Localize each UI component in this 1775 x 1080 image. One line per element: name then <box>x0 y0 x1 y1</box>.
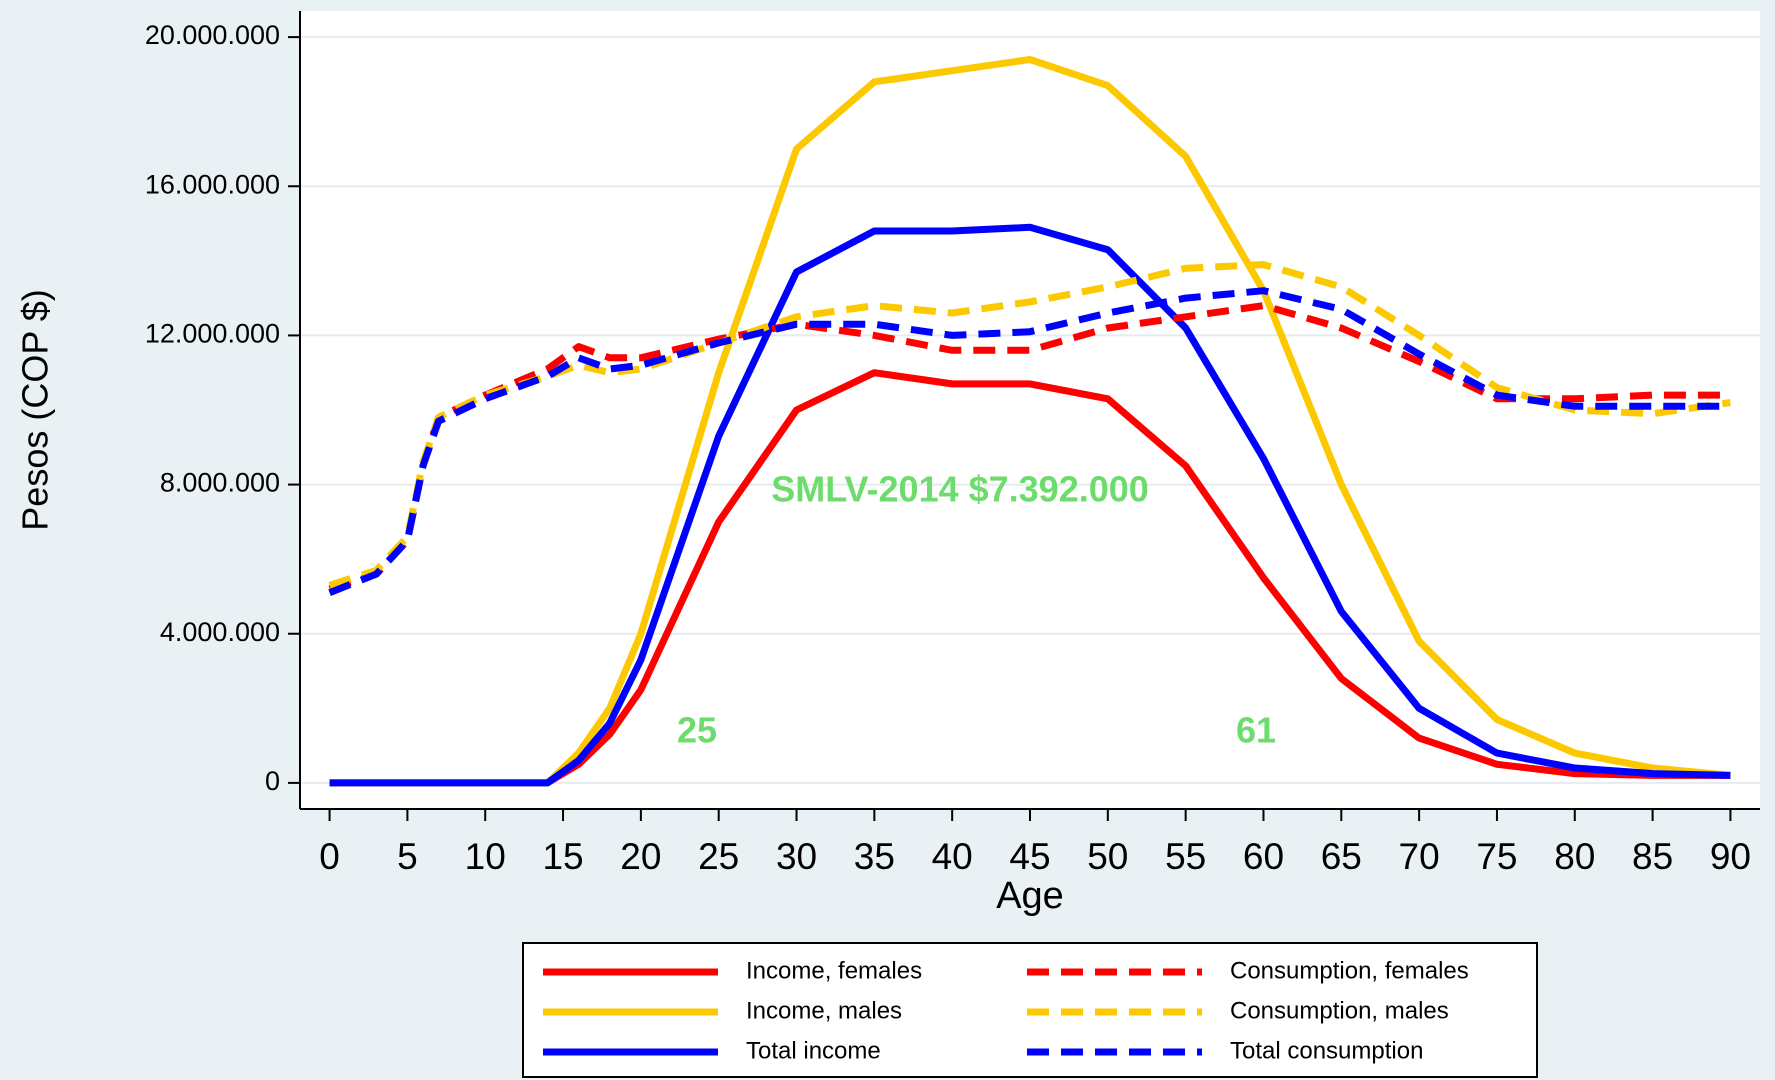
y-tick-label: 4.000.000 <box>160 617 280 647</box>
legend-label: Consumption, females <box>1230 957 1469 984</box>
x-tick-label: 65 <box>1321 836 1362 877</box>
x-tick-label: 90 <box>1710 836 1751 877</box>
x-tick-label: 15 <box>542 836 583 877</box>
y-tick-label: 0 <box>265 766 280 796</box>
x-tick-label: 50 <box>1087 836 1128 877</box>
y-axis-title: Pesos (COP $) <box>15 289 56 530</box>
y-tick-label: 8.000.000 <box>160 468 280 498</box>
x-tick-label: 40 <box>932 836 973 877</box>
legend-label: Total income <box>746 1037 881 1064</box>
legend-label: Consumption, males <box>1230 997 1449 1024</box>
annotation: 61 <box>1236 710 1276 751</box>
x-tick-label: 85 <box>1632 836 1673 877</box>
x-tick-label: 45 <box>1009 836 1050 877</box>
x-tick-label: 20 <box>620 836 661 877</box>
x-tick-label: 0 <box>319 836 340 877</box>
legend-label: Total consumption <box>1230 1037 1423 1064</box>
y-tick-label: 12.000.000 <box>145 319 280 349</box>
x-tick-label: 80 <box>1554 836 1595 877</box>
plot-area <box>300 11 1760 809</box>
x-tick-label: 70 <box>1399 836 1440 877</box>
x-tick-label: 55 <box>1165 836 1206 877</box>
y-tick-label: 16.000.000 <box>145 169 280 199</box>
x-tick-label: 75 <box>1476 836 1517 877</box>
series-line <box>328 287 1731 596</box>
legend-label: Income, females <box>746 957 922 984</box>
x-tick-label: 35 <box>854 836 895 877</box>
x-tick-label: 10 <box>465 836 506 877</box>
x-tick-label: 60 <box>1243 836 1284 877</box>
y-tick-label: 20.000.000 <box>145 20 280 50</box>
series-line <box>329 223 1731 787</box>
legend-label: Income, males <box>746 997 902 1024</box>
x-tick-label: 5 <box>397 836 418 877</box>
annotation: 25 <box>677 710 717 751</box>
x-axis-title: Age <box>996 875 1064 917</box>
x-tick-label: 30 <box>776 836 817 877</box>
x-tick-label: 25 <box>698 836 739 877</box>
annotation: SMLV-2014 $7.392.000 <box>771 469 1149 510</box>
